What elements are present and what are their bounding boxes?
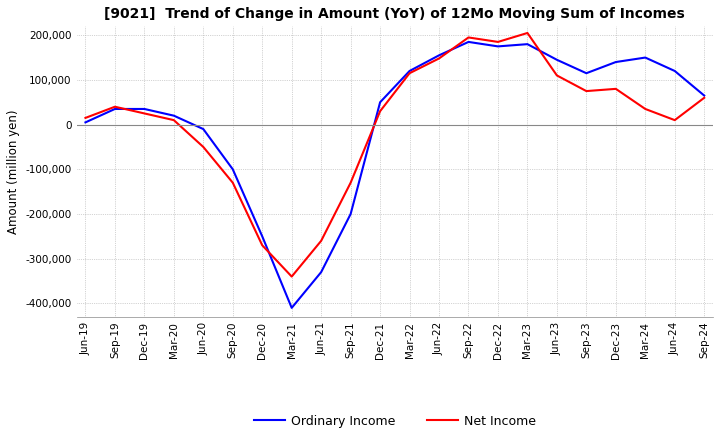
Ordinary Income xyxy=(523,41,532,47)
Ordinary Income xyxy=(464,39,473,44)
Net Income xyxy=(523,30,532,36)
Net Income xyxy=(111,104,120,110)
Y-axis label: Amount (million yen): Amount (million yen) xyxy=(7,109,20,234)
Ordinary Income xyxy=(228,167,237,172)
Net Income xyxy=(199,144,207,150)
Net Income xyxy=(464,35,473,40)
Ordinary Income xyxy=(199,126,207,132)
Line: Net Income: Net Income xyxy=(86,33,704,277)
Ordinary Income xyxy=(611,59,620,65)
Ordinary Income xyxy=(346,211,355,216)
Ordinary Income xyxy=(405,68,414,73)
Net Income xyxy=(700,95,708,100)
Ordinary Income xyxy=(582,70,590,76)
Ordinary Income xyxy=(111,106,120,112)
Ordinary Income xyxy=(169,113,178,118)
Net Income xyxy=(405,70,414,76)
Net Income xyxy=(287,274,296,279)
Ordinary Income xyxy=(81,120,90,125)
Ordinary Income xyxy=(376,99,384,105)
Ordinary Income xyxy=(317,269,325,275)
Ordinary Income xyxy=(641,55,649,60)
Net Income xyxy=(346,180,355,185)
Net Income xyxy=(228,180,237,185)
Net Income xyxy=(81,115,90,121)
Net Income xyxy=(169,117,178,123)
Line: Ordinary Income: Ordinary Income xyxy=(86,42,704,308)
Ordinary Income xyxy=(140,106,149,112)
Ordinary Income xyxy=(287,305,296,311)
Net Income xyxy=(494,39,503,44)
Ordinary Income xyxy=(700,93,708,98)
Ordinary Income xyxy=(670,68,679,73)
Net Income xyxy=(582,88,590,94)
Net Income xyxy=(611,86,620,92)
Ordinary Income xyxy=(435,53,444,58)
Net Income xyxy=(258,242,266,248)
Net Income xyxy=(140,111,149,116)
Ordinary Income xyxy=(258,234,266,239)
Net Income xyxy=(317,238,325,243)
Legend: Ordinary Income, Net Income: Ordinary Income, Net Income xyxy=(248,410,541,433)
Net Income xyxy=(641,106,649,112)
Net Income xyxy=(376,109,384,114)
Ordinary Income xyxy=(494,44,503,49)
Net Income xyxy=(552,73,561,78)
Net Income xyxy=(670,117,679,123)
Title: [9021]  Trend of Change in Amount (YoY) of 12Mo Moving Sum of Incomes: [9021] Trend of Change in Amount (YoY) o… xyxy=(104,7,685,21)
Net Income xyxy=(435,56,444,61)
Ordinary Income xyxy=(552,57,561,62)
